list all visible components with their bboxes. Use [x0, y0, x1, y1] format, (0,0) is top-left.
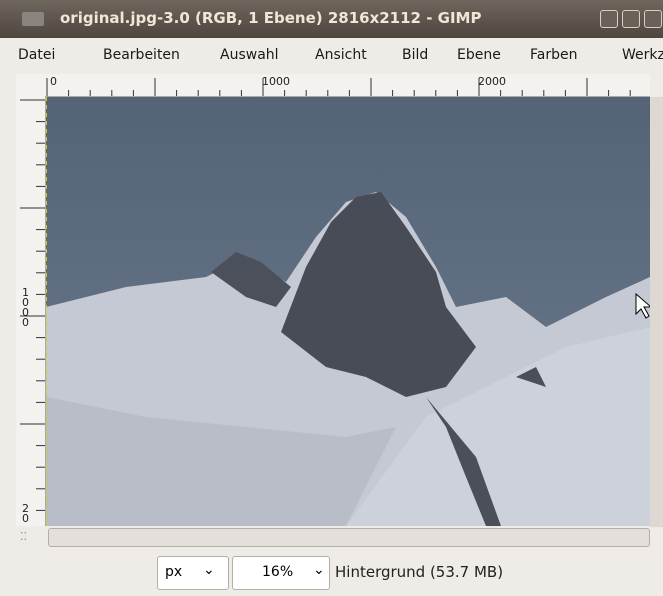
- vertical-scrollbar[interactable]: [650, 97, 663, 527]
- zoom-label: 16%: [262, 564, 293, 580]
- layer-info: Hintergrund (53.7 MB): [335, 563, 503, 581]
- gimp-window: original.jpg-3.0 (RGB, 1 Ebene) 2816x211…: [0, 0, 663, 596]
- ruler-label: 1000: [262, 75, 290, 88]
- dropdown-arrow: ⌄: [313, 562, 325, 578]
- image-canvas: [46, 97, 650, 526]
- ruler-label: 2000: [478, 75, 506, 88]
- horizontal-scrollbar[interactable]: [48, 528, 650, 547]
- ruler-label: 0: [50, 75, 57, 88]
- navigate-icon[interactable]: ⁚⁚: [20, 530, 27, 543]
- ruler-label: 20: [22, 504, 30, 525]
- ruler-label: 1000: [22, 288, 30, 328]
- unit-label: px: [165, 564, 182, 580]
- dropdown-arrow: ⌄: [203, 562, 215, 578]
